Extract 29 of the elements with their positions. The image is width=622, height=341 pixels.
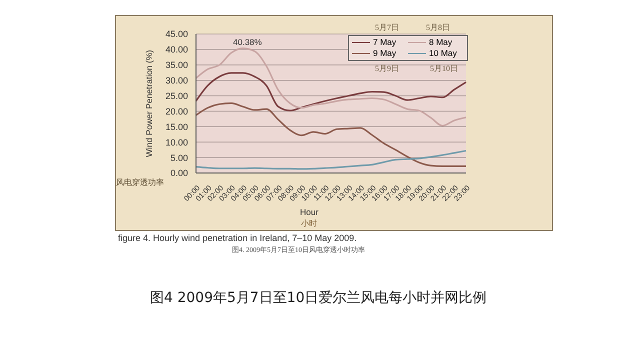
y-tick-label: 15.00 [165,122,188,132]
y-tick-label: 5.00 [170,152,188,163]
x-axis-title: Hour [300,207,318,217]
legend-label: 9 May [373,48,396,59]
caption: 图4 2009年5月7日至10日爱尔兰风电每小时并网比例 [150,289,487,307]
annotation: 5月9日 [375,63,399,74]
y-tick-label: 30.00 [165,76,188,86]
legend-label: 7 May [373,37,396,48]
text: 风电穿透功率 [116,177,164,188]
line-series [195,72,467,112]
text: figure 4. Hourly wind penetration in Ireland, 7–10 May 2009. [118,233,357,243]
line-series [195,47,467,127]
legend-label: 8 May [429,37,452,48]
y-tick-label: 0.00 [170,168,188,178]
annotation: 40.38% [233,37,262,47]
legend-label: 10 May [429,48,457,59]
line-series [195,102,467,168]
y-tick-label: 10.00 [165,137,188,148]
y-tick-label: 20.00 [165,106,188,116]
annotation: 5月10日 [430,63,458,74]
text: 5月8日 [426,22,450,33]
line-series [195,150,467,170]
y-tick-label: 40.00 [165,44,188,55]
y-tick-label: 25.00 [165,90,188,101]
y-tick-label: 45.00 [165,29,188,40]
text: 5月7日 [375,22,399,33]
text: 小时 [301,218,317,229]
y-axis-title: Wind Power Penetration (%) [144,50,154,158]
y-tick-label: 35.00 [165,60,188,70]
